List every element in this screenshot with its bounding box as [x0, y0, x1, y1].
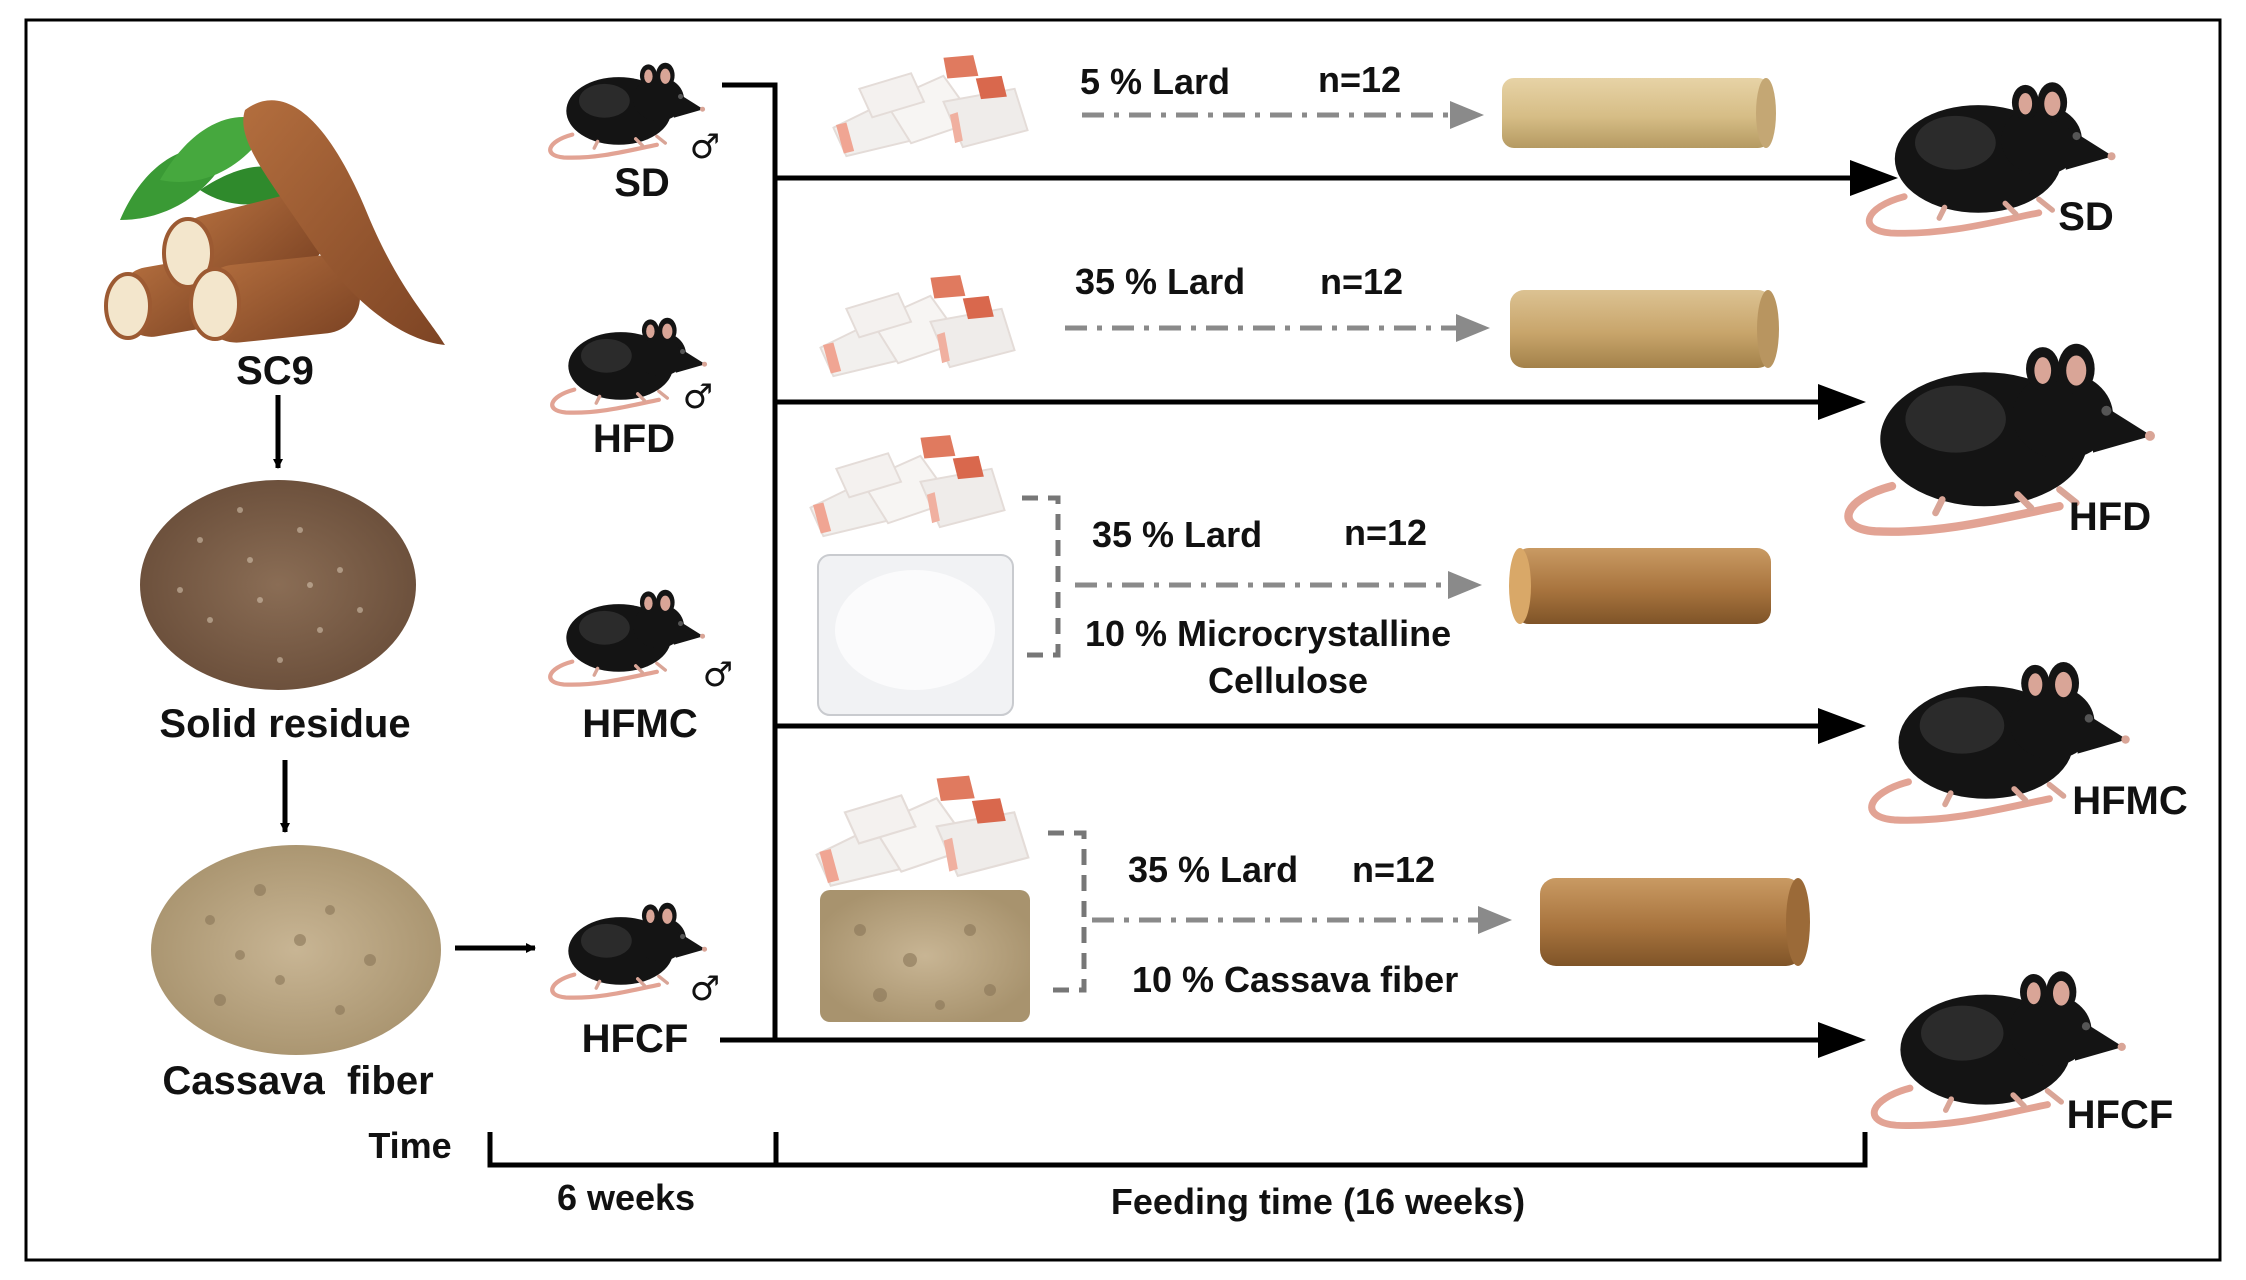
hfcf-n-text: n=12 — [1352, 849, 1435, 890]
mouse-hfcf-start — [552, 903, 707, 998]
arrowhead-hfd — [1818, 384, 1866, 420]
solid-residue-label: Solid residue — [159, 702, 410, 746]
sd-n-text: n=12 — [1318, 59, 1401, 100]
tray-texture — [854, 924, 996, 1010]
group-hfmc-start: HFMC — [582, 702, 698, 746]
timeline-axis-label: Time — [368, 1125, 451, 1166]
cassava-fiber-label: Cassava fiber — [162, 1059, 433, 1103]
hfd-dashdot-head — [1456, 314, 1490, 342]
fiber-texture — [205, 884, 376, 1015]
group-hfd-start: HFD — [593, 417, 675, 461]
hfmc-lard-text: 35 % Lard — [1092, 514, 1262, 555]
hfcf-lard-text: 35 % Lard — [1128, 849, 1298, 890]
group-hfcf-end: HFCF — [2067, 1093, 2174, 1137]
timeline-phase1: 6 weeks — [557, 1177, 695, 1218]
lard-image-hfmc — [809, 434, 1006, 538]
hfcf-additive-text: 10 % Cassava fiber — [1132, 959, 1458, 1000]
pellet-hfd-end — [1757, 290, 1779, 368]
timeline-phase2: Feeding time (16 weeks) — [1111, 1181, 1525, 1222]
pellet-sd — [1502, 78, 1770, 148]
hfd-n-text: n=12 — [1320, 261, 1403, 302]
timeline-axis — [487, 1132, 1868, 1168]
pellet-sd-end — [1756, 78, 1776, 148]
sex-symbol-hfmc: ♂ — [703, 655, 733, 695]
group-hfcf-start: HFCF — [582, 1017, 689, 1061]
hfcf-bracket — [1048, 830, 1087, 993]
pellet-hfcf-end — [1786, 878, 1810, 966]
mouse-sd-start — [550, 63, 705, 158]
hfmc-dashdot-head — [1448, 571, 1482, 599]
mouse-hfmc-start — [550, 590, 705, 685]
lard-image-hfd — [819, 274, 1016, 378]
hfmc-additive-line1: 10 % Microcrystalline — [1085, 613, 1451, 654]
sc9-label: SC9 — [236, 349, 314, 393]
pellet-hfmc-end — [1509, 548, 1531, 624]
sex-symbol-hfcf: ♂ — [690, 969, 720, 1009]
cassava-fiber-image — [151, 845, 441, 1055]
hfmc-bracket — [1022, 495, 1061, 658]
pellet-hfcf — [1540, 878, 1802, 966]
hfmc-additive-line2: Cellulose — [1208, 660, 1368, 701]
pellet-hfmc — [1515, 548, 1771, 624]
group-hfmc-end: HFMC — [2072, 779, 2188, 823]
group-sd-start: SD — [614, 161, 670, 205]
residue-texture — [177, 507, 363, 663]
hfd-lard-text: 35 % Lard — [1075, 261, 1245, 302]
sex-symbol-sd: ♂ — [690, 127, 720, 167]
arrowhead-sd — [1850, 160, 1898, 196]
group-sd-end: SD — [2058, 195, 2114, 239]
pellet-hfd — [1510, 290, 1772, 368]
figure-border — [24, 18, 2222, 1262]
solid-residue-image — [140, 480, 416, 690]
lard-image-hfcf — [815, 774, 1030, 887]
cassava-fiber-tray-image — [820, 890, 1030, 1022]
lard-image-sd — [832, 54, 1029, 158]
group-hfd-end: HFD — [2069, 495, 2151, 539]
cellulose-powder — [835, 570, 995, 690]
arrowhead-hfmc — [1818, 708, 1866, 744]
cassava-illustration — [104, 100, 445, 346]
sd-dashdot-head — [1450, 101, 1484, 129]
arrowhead-hfcf — [1818, 1022, 1866, 1058]
sd-lard-text: 5 % Lard — [1080, 61, 1230, 102]
hfcf-dashdot-head — [1478, 906, 1512, 934]
sex-symbol-hfd: ♂ — [683, 377, 713, 417]
flow-bracket — [720, 82, 778, 1043]
hfmc-n-text: n=12 — [1344, 512, 1427, 553]
